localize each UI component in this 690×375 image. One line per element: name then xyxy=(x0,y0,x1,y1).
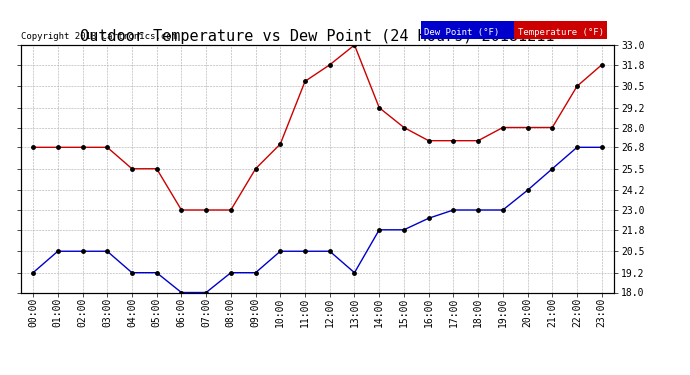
Text: Dew Point (°F): Dew Point (°F) xyxy=(424,28,500,37)
Title: Outdoor Temperature vs Dew Point (24 Hours) 20181211: Outdoor Temperature vs Dew Point (24 Hou… xyxy=(80,29,555,44)
Text: Temperature (°F): Temperature (°F) xyxy=(518,28,604,37)
Text: Copyright 2018 Cartronics.com: Copyright 2018 Cartronics.com xyxy=(21,32,177,41)
